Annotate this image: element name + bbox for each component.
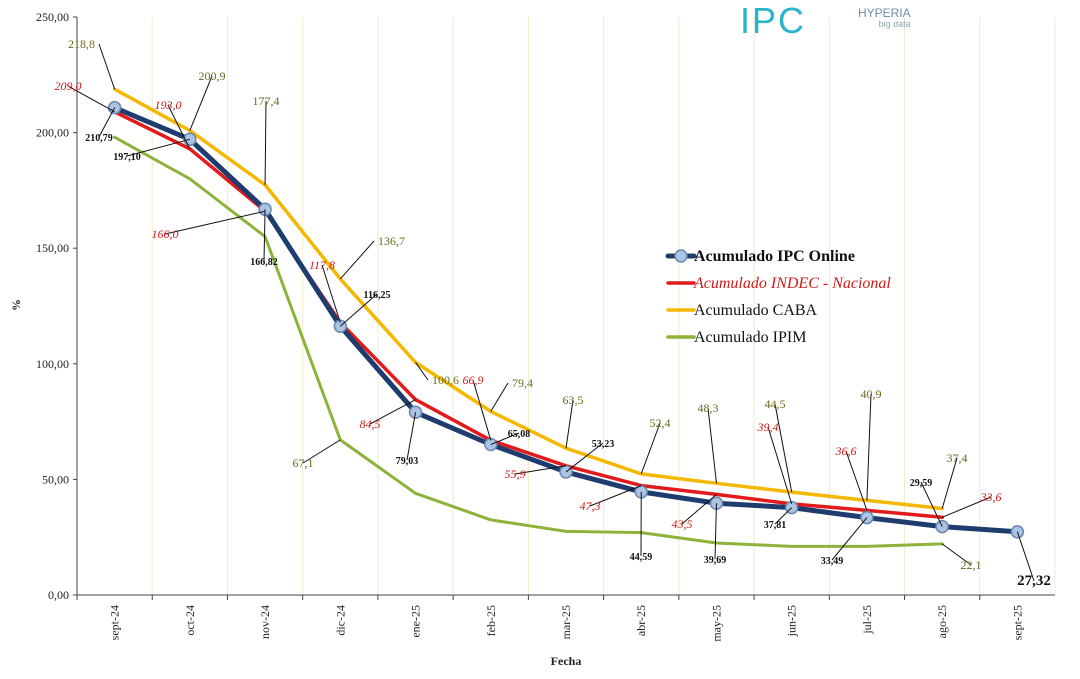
data-label: 22,1 bbox=[961, 558, 982, 572]
y-tick-label: 100,00 bbox=[36, 357, 69, 371]
data-label: 218,8 bbox=[68, 37, 95, 51]
data-label: 63,5 bbox=[563, 393, 584, 407]
x-tick-label: ago-25 bbox=[935, 605, 949, 638]
x-tick-label: jun-25 bbox=[785, 605, 799, 637]
leader-line bbox=[641, 423, 660, 474]
leader-line bbox=[265, 101, 266, 185]
leader-line bbox=[715, 503, 716, 559]
data-label: 209,0 bbox=[55, 79, 82, 93]
legend-label: Acumulado INDEC - Nacional bbox=[693, 275, 891, 292]
leader-line bbox=[942, 458, 957, 509]
data-label: 79,03 bbox=[396, 456, 419, 467]
leader-line bbox=[190, 76, 212, 131]
leader-line bbox=[867, 394, 871, 500]
leader-line bbox=[832, 518, 867, 560]
leader-line bbox=[407, 412, 416, 460]
leader-line bbox=[491, 383, 508, 411]
data-label: 136,7 bbox=[378, 234, 405, 248]
data-label: 43,5 bbox=[672, 517, 693, 531]
x-tick-label: sept-25 bbox=[1010, 605, 1024, 640]
data-label: 37,4 bbox=[947, 451, 968, 465]
data-label: 33,6 bbox=[980, 490, 1002, 504]
data-label: 79,4 bbox=[512, 376, 533, 390]
y-tick-label: 50,00 bbox=[42, 472, 69, 486]
data-label: 197,10 bbox=[113, 152, 141, 163]
data-label: 47,3 bbox=[580, 499, 601, 513]
x-tick-label: dic-24 bbox=[333, 605, 347, 636]
x-tick-label: sept-24 bbox=[108, 605, 122, 640]
legend-label: Acumulado CABA bbox=[694, 302, 818, 319]
data-label: 37,81 bbox=[764, 520, 787, 531]
data-label: 36,6 bbox=[835, 444, 857, 458]
data-label: 210,79 bbox=[85, 133, 113, 144]
legend-marker bbox=[675, 250, 687, 262]
data-label: 39,69 bbox=[704, 555, 727, 566]
x-tick-label: nov-24 bbox=[258, 605, 272, 639]
y-tick-label: 0,00 bbox=[48, 588, 69, 602]
data-label: 177,4 bbox=[253, 94, 280, 108]
data-label: 44,5 bbox=[765, 397, 786, 411]
data-label: 39,4 bbox=[757, 420, 779, 434]
leader-line bbox=[708, 408, 716, 483]
data-label: 40,9 bbox=[861, 387, 882, 401]
legend-label: Acumulado IPIM bbox=[694, 329, 806, 346]
data-label: 66,9 bbox=[463, 373, 484, 387]
data-label: 67,1 bbox=[293, 456, 314, 470]
data-label: 193,0 bbox=[155, 98, 182, 112]
x-tick-label: mar-25 bbox=[559, 605, 573, 639]
data-label: 33,49 bbox=[821, 556, 844, 567]
x-tick-label: may-25 bbox=[709, 605, 723, 642]
ipc-logo: IPC bbox=[740, 0, 806, 42]
legend-label: Acumulado IPC Online bbox=[694, 248, 855, 265]
x-tick-label: feb-25 bbox=[484, 605, 498, 636]
y-tick-label: 200,00 bbox=[36, 126, 69, 140]
hyperia-logo: HYPERIA big data bbox=[858, 8, 911, 30]
y-tick-label: 250,00 bbox=[36, 10, 69, 24]
leader-line bbox=[99, 44, 115, 89]
data-label: 100,6 bbox=[432, 373, 459, 387]
leader-line bbox=[264, 209, 265, 261]
data-label: 166,0 bbox=[152, 227, 179, 241]
leader-line bbox=[566, 400, 573, 448]
x-tick-label: jul-25 bbox=[860, 605, 874, 635]
y-tick-label: 150,00 bbox=[36, 241, 69, 255]
x-axis-title: Fecha bbox=[551, 654, 582, 668]
data-label: 116,25 bbox=[364, 290, 391, 301]
data-label: 200,9 bbox=[199, 69, 226, 83]
data-label: 84,5 bbox=[360, 417, 381, 431]
leader-line bbox=[165, 211, 265, 234]
x-tick-label: abr-25 bbox=[634, 605, 648, 636]
data-label: 27,32 bbox=[1017, 573, 1051, 589]
x-tick-label: ene-25 bbox=[409, 605, 423, 638]
data-label: 52,4 bbox=[650, 416, 671, 430]
data-label: 166,82 bbox=[250, 257, 278, 268]
data-label: 65,08 bbox=[508, 429, 531, 440]
data-label: 117,8 bbox=[309, 258, 335, 272]
x-tick-label: oct-24 bbox=[183, 605, 197, 636]
data-label: 48,3 bbox=[698, 401, 719, 415]
data-label: 29,59 bbox=[910, 478, 933, 489]
y-axis-title: % bbox=[9, 299, 23, 311]
leader-line bbox=[846, 451, 867, 510]
data-label: 55,9 bbox=[505, 467, 526, 481]
leader-line bbox=[340, 241, 374, 279]
data-label: 53,23 bbox=[592, 439, 615, 450]
leader-line bbox=[775, 404, 792, 492]
data-label: 44,59 bbox=[630, 552, 653, 563]
